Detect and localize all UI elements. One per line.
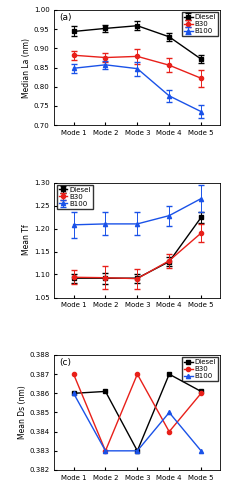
B100 <box>168 410 170 416</box>
Diesel <box>72 390 75 396</box>
Y-axis label: Mean Tf: Mean Tf <box>22 224 31 256</box>
Y-axis label: Mean Ds (nm): Mean Ds (nm) <box>17 386 27 440</box>
Line: B30: B30 <box>72 372 203 453</box>
Legend: Diesel, B30, B100: Diesel, B30, B100 <box>182 357 218 382</box>
Text: (a): (a) <box>59 14 72 22</box>
B30 <box>168 428 170 434</box>
Text: (c): (c) <box>59 358 72 368</box>
B30 <box>136 371 139 377</box>
B30 <box>104 448 107 454</box>
B100 <box>200 448 202 454</box>
Y-axis label: Median La (nm): Median La (nm) <box>22 38 31 98</box>
Text: (b): (b) <box>59 186 72 195</box>
B100 <box>104 448 107 454</box>
Diesel <box>104 388 107 394</box>
B100 <box>136 448 139 454</box>
Diesel <box>136 448 139 454</box>
Line: Diesel: Diesel <box>72 372 203 453</box>
B30 <box>200 390 202 396</box>
Diesel <box>200 388 202 394</box>
Diesel <box>168 371 170 377</box>
B100 <box>72 390 75 396</box>
Line: B100: B100 <box>72 391 203 453</box>
Legend: Diesel, B30, B100: Diesel, B30, B100 <box>57 184 93 209</box>
Legend: Diesel, B30, B100: Diesel, B30, B100 <box>182 12 218 36</box>
B30 <box>72 371 75 377</box>
